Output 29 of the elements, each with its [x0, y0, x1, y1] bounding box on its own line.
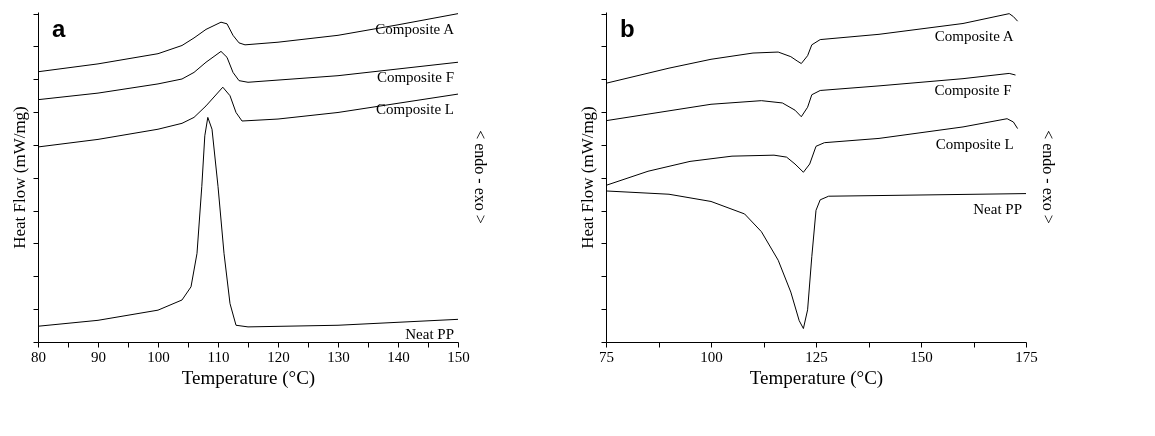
series-label: Neat PP	[405, 326, 454, 343]
chart-title: a	[52, 15, 66, 42]
x-axis-title: Temperature (°C)	[749, 366, 884, 389]
x-tick-label: 80	[31, 348, 46, 365]
x-tick-label: 140	[387, 348, 410, 365]
x-tick-label: 75	[599, 348, 614, 365]
y-axis-title: Heat Flow (mW/mg)	[10, 106, 29, 249]
x-axis-title: Temperature (°C)	[181, 366, 316, 389]
x-tick-label: 110	[207, 348, 230, 365]
series-label: Neat PP	[973, 200, 1022, 217]
x-tick-label: 130	[327, 348, 350, 365]
x-tick-label: 90	[91, 348, 106, 365]
x-tick-label: 100	[147, 348, 170, 365]
chart-title: b	[620, 15, 635, 42]
y2-axis-title: < endo - exo >	[472, 130, 489, 224]
series-label: Composite A	[375, 20, 455, 37]
series-label: Composite L	[935, 135, 1014, 152]
x-tick-label: 100	[700, 348, 723, 365]
series-label: Composite L	[376, 101, 454, 118]
series-label: Composite F	[376, 69, 454, 86]
x-tick-label: 175	[1015, 348, 1038, 365]
y-axis-title: Heat Flow (mW/mg)	[578, 106, 597, 249]
x-tick-label: 120	[267, 348, 290, 365]
y2-axis-title: < endo - exo >	[1040, 130, 1057, 224]
series-label: Composite A	[934, 28, 1014, 45]
x-tick-label: 150	[447, 348, 470, 365]
x-tick-label: 150	[910, 348, 933, 365]
series-label: Composite F	[934, 82, 1012, 99]
x-tick-label: 125	[805, 348, 828, 365]
